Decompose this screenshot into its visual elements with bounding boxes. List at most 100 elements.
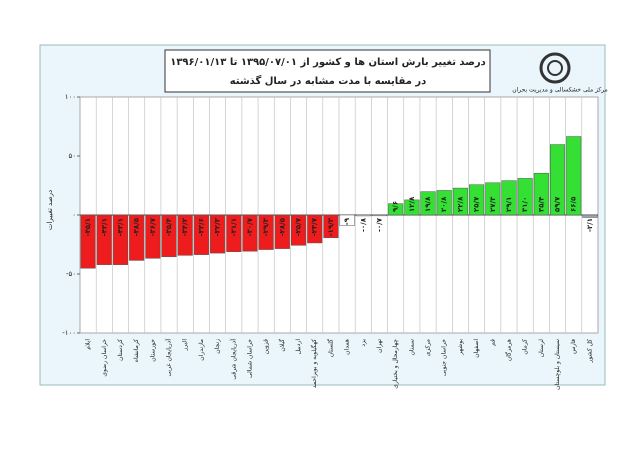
x-tick-label: کهگیلویه و بویراحمد xyxy=(310,339,318,388)
y-axis-label: درصد تغییرات xyxy=(46,190,54,230)
x-tick-label: مازندران xyxy=(198,339,205,361)
bar xyxy=(80,214,96,269)
bar xyxy=(355,214,371,217)
logo-text: مرکز ملی خشکسالی و مدیریت بحران xyxy=(512,87,608,94)
value-label: ۲۹/۱ xyxy=(505,197,513,212)
bar xyxy=(226,214,242,252)
value-label: -۳۵/۴ xyxy=(165,217,173,236)
logo xyxy=(539,52,571,84)
x-tick-label: خراسان شمالی xyxy=(246,339,253,378)
value-label: ۲۰/۸ xyxy=(440,196,448,212)
bar xyxy=(339,214,355,226)
x-tick-label: آذربایجان شرقی xyxy=(228,339,237,380)
x-tick-label: چهارمحال و بختیاری xyxy=(392,339,399,389)
value-label: ۲۲/۸ xyxy=(456,196,464,212)
bar xyxy=(145,214,161,259)
value-label: -۰/۸ xyxy=(359,217,367,232)
value-label: ۳۵/۴ xyxy=(537,196,545,212)
logo xyxy=(547,60,563,76)
bar xyxy=(242,214,258,252)
bar xyxy=(129,214,145,261)
x-tick-label: سمنان xyxy=(408,339,415,356)
x-tick-label: خوزستان xyxy=(149,339,156,362)
chart-title: درصد تغییر بارش استان ها و کشور از ۱۳۹۵/… xyxy=(170,57,486,68)
x-tick-label: یزد xyxy=(360,339,367,347)
y-tick-label: ۱۰۰ xyxy=(65,93,76,101)
bar xyxy=(420,191,436,216)
x-tick-label: البرز xyxy=(182,339,189,352)
bar xyxy=(582,214,598,218)
value-label: ۲۷/۳ xyxy=(489,196,497,212)
value-label: -۲۵/۷ xyxy=(295,217,303,236)
bar xyxy=(566,136,582,216)
value-label: ۹/۶ xyxy=(392,201,400,212)
x-tick-label: کرمان xyxy=(522,339,529,355)
bar xyxy=(371,214,388,217)
x-tick-label: قزوین xyxy=(263,339,270,354)
bar xyxy=(533,172,549,216)
value-label: -۳۴/۲ xyxy=(181,217,189,236)
bar xyxy=(307,214,323,244)
bar xyxy=(323,214,339,239)
value-label: ۶۶/۵ xyxy=(570,196,578,212)
bar xyxy=(517,178,533,216)
y-tick-label: -۱۰۰ xyxy=(62,329,76,337)
title-box xyxy=(164,49,491,93)
x-tick-label: هرمزگان xyxy=(504,339,512,361)
bar xyxy=(258,214,274,250)
value-label: -۳۸/۵ xyxy=(133,217,141,236)
bar xyxy=(193,214,209,255)
y-tick-label: ۰ xyxy=(72,211,76,219)
bar xyxy=(485,182,501,216)
x-tick-label: خراسان رضوی xyxy=(101,339,108,377)
value-label: -۳۳/۶ xyxy=(197,218,205,236)
x-tick-label: ایلام xyxy=(85,339,92,350)
value-label: -۴۵/۱ xyxy=(84,218,92,236)
value-label: -۳۱/۱ xyxy=(230,218,238,236)
bar xyxy=(452,187,468,216)
bar xyxy=(210,214,226,254)
bar xyxy=(469,184,485,216)
y-tick-label: -۵۰ xyxy=(66,270,76,278)
x-tick-label: زنجان xyxy=(214,339,221,354)
x-tick-label: فارس xyxy=(570,339,577,354)
chart-subtitle: در مقایسه با مدت مشابه در سال گذشته xyxy=(230,74,427,87)
bar xyxy=(290,214,307,246)
value-label: -۲۹/۳ xyxy=(262,217,270,236)
bar xyxy=(274,214,290,249)
bar xyxy=(177,214,193,256)
x-tick-label: قم xyxy=(489,339,496,346)
value-label: ۲۵/۷ xyxy=(473,196,481,212)
bar xyxy=(96,214,112,265)
x-tick-label: خراسان جنوبی xyxy=(441,339,448,376)
x-tick-label: مرکزی xyxy=(425,339,432,356)
x-tick-label: گلستان xyxy=(326,339,334,357)
x-tick-label: آذربایجان غربی xyxy=(164,339,173,377)
value-label: ۳۱/۰ xyxy=(521,197,529,212)
x-tick-label: کرمانشاه xyxy=(133,339,140,362)
x-tick-label: کل کشور xyxy=(586,339,593,364)
bar xyxy=(112,214,129,265)
bar xyxy=(501,180,517,216)
value-label: ۵۹/۷ xyxy=(554,196,562,212)
value-label: -۲/۱ xyxy=(586,218,594,232)
bar xyxy=(388,203,404,216)
value-label: ۱۲/۸ xyxy=(408,196,416,212)
value-label: -۹ xyxy=(343,217,351,225)
value-label: -۳۰/۷ xyxy=(246,217,254,236)
value-label: -۰/۷ xyxy=(375,217,383,232)
bar xyxy=(161,214,177,258)
x-tick-label: بوشهر xyxy=(457,339,464,356)
value-label: -۱۹/۳ xyxy=(327,217,335,236)
x-tick-label: سیستان و بلوچستان xyxy=(554,339,561,390)
value-label: -۲۸/۵ xyxy=(278,217,286,236)
value-label: -۴۲/۱ xyxy=(116,218,124,236)
bar xyxy=(436,190,452,216)
value-label: -۲۳/۷ xyxy=(311,217,319,236)
x-tick-label: همدان xyxy=(344,339,351,355)
bar xyxy=(549,144,566,216)
x-tick-label: گیلان xyxy=(278,339,286,352)
value-label: -۳۶/۷ xyxy=(149,217,157,236)
